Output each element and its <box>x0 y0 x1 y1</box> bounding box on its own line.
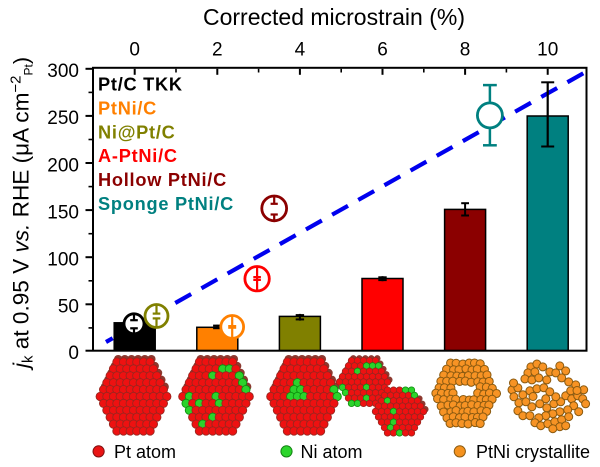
svg-text:Hollow PtNi/C: Hollow PtNi/C <box>98 170 227 190</box>
svg-text:A-PtNi/C: A-PtNi/C <box>98 146 178 166</box>
svg-text:PtNi/C: PtNi/C <box>98 99 157 119</box>
svg-text:4: 4 <box>295 40 306 61</box>
svg-text:100: 100 <box>47 250 79 271</box>
svg-text:0: 0 <box>129 40 140 61</box>
svg-text:Pt/C TKK: Pt/C TKK <box>98 75 183 95</box>
svg-text:Pt atom: Pt atom <box>114 442 176 462</box>
svg-text:2: 2 <box>212 40 223 61</box>
svg-text:PtNi crystallite: PtNi crystallite <box>476 442 590 462</box>
svg-text:0: 0 <box>68 343 79 364</box>
svg-text:200: 200 <box>47 155 79 176</box>
svg-text:6: 6 <box>377 40 388 61</box>
svg-text:jk at 0.95 V vs. RHE (μA cm−2P: jk at 0.95 V vs. RHE (μA cm−2Pt) <box>8 57 37 371</box>
svg-text:250: 250 <box>47 108 79 129</box>
svg-text:8: 8 <box>460 40 471 61</box>
svg-text:Sponge PtNi/C: Sponge PtNi/C <box>98 194 234 214</box>
svg-text:50: 50 <box>58 297 79 318</box>
svg-text:Ni@Pt/C: Ni@Pt/C <box>98 122 176 142</box>
svg-text:150: 150 <box>47 202 79 223</box>
svg-text:Ni atom: Ni atom <box>301 442 363 462</box>
svg-text:10: 10 <box>537 40 558 61</box>
svg-text:Corrected microstrain (%): Corrected microstrain (%) <box>203 4 465 30</box>
svg-text:300: 300 <box>47 61 79 82</box>
